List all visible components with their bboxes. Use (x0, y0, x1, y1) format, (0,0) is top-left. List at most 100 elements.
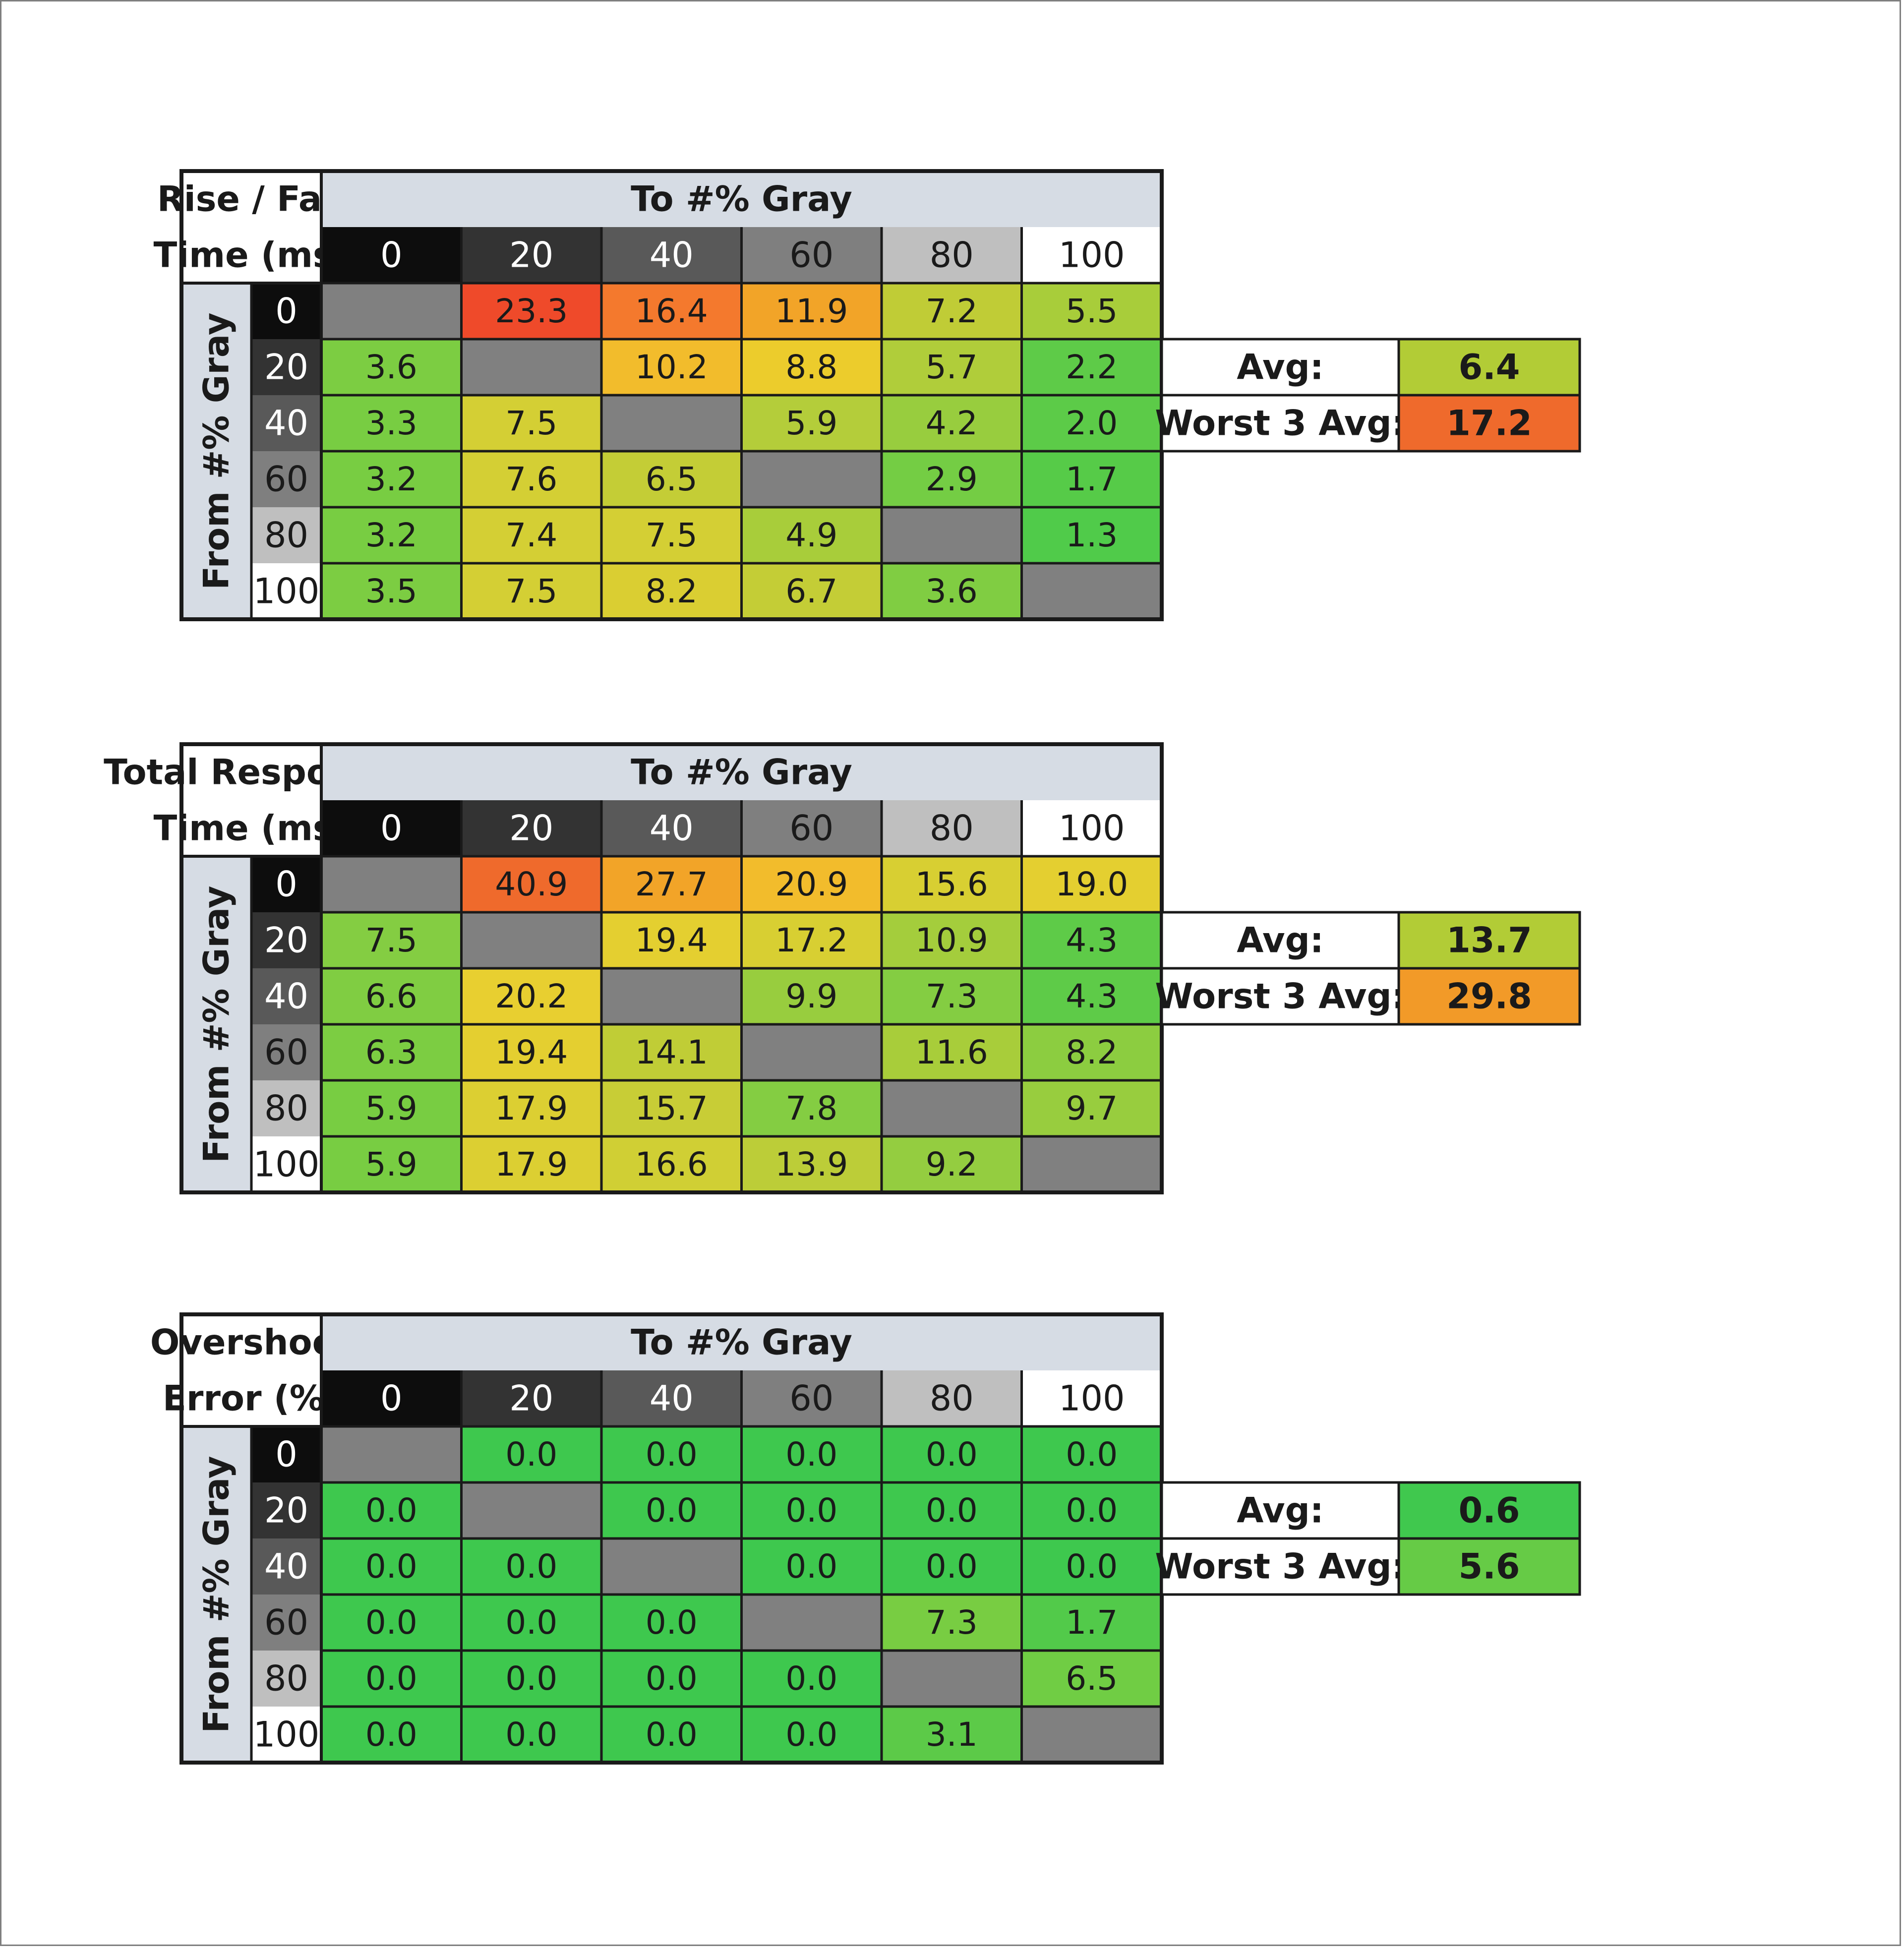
heatmap-cell-value: 3.6 (365, 348, 417, 386)
summary-label: Avg: (1237, 347, 1323, 388)
heatmap-cell (882, 1136, 1022, 1192)
heatmap-cell-value: 0.0 (646, 1435, 698, 1474)
heatmap-cell (1021, 1651, 1162, 1707)
heatmap-cell (882, 1426, 1022, 1482)
summary-label: Avg: (1237, 1490, 1323, 1531)
row-header-label: 0 (275, 1434, 298, 1475)
summary-value: 0.6 (1458, 1490, 1520, 1531)
heatmap-cell (461, 395, 601, 451)
column-header-label: 0 (380, 235, 403, 276)
heatmap-cell-value: 6.5 (646, 460, 698, 498)
heatmap-cell (461, 856, 601, 912)
heatmap-cell-value: 27.7 (635, 865, 708, 903)
heatmap-cell (1021, 1595, 1162, 1651)
row-header-cell (251, 1595, 321, 1651)
heatmap-cell-value: 0.0 (505, 1435, 557, 1474)
heatmap-cell-value: 17.9 (495, 1145, 568, 1183)
heatmap-cell-value: 7.3 (926, 977, 978, 1015)
summary-label: Worst 3 Avg: (1155, 1546, 1405, 1587)
heatmap-cell-value: 16.4 (635, 292, 708, 330)
summary-label-cell (1162, 339, 1399, 395)
heatmap-cell-value: 4.9 (785, 516, 837, 554)
row-header-label: 40 (264, 976, 308, 1017)
summary-label: Worst 3 Avg: (1155, 403, 1405, 444)
table-title-line: Time (ms) (153, 235, 349, 276)
heatmap-cell (1021, 1482, 1162, 1538)
heatmap-cell (1021, 395, 1162, 451)
row-header-label: 80 (264, 515, 308, 556)
row-header-label: 100 (253, 1714, 320, 1755)
heatmap-cell (1021, 339, 1162, 395)
heatmap-cell (882, 339, 1022, 395)
column-header-cell (882, 1370, 1022, 1426)
heatmap-cell (1021, 1707, 1162, 1763)
heatmap-cell-value: 1.3 (1066, 516, 1118, 554)
heatmap-cell-value: 7.5 (646, 516, 698, 554)
heatmap-cell (601, 1080, 742, 1136)
row-header-cell (251, 451, 321, 507)
heatmap-cell-value: 9.9 (785, 977, 837, 1015)
row-header-cell (251, 1426, 321, 1482)
overshoot-table: Overshoot Error (%) To #% Gray 0 20 40 60 80 100… (150, 1312, 1581, 1765)
heatmap-cell-value: 5.9 (785, 404, 837, 442)
heatmap-cell-value: 2.0 (1066, 404, 1118, 442)
heatmap-cell (461, 563, 601, 619)
heatmap-cell-value: 0.0 (926, 1491, 978, 1530)
heatmap-cell (321, 395, 462, 451)
heatmap-cell-value: 5.7 (926, 348, 978, 386)
heatmap-cell (321, 1080, 462, 1136)
column-header-label: 40 (650, 1378, 694, 1419)
row-header-cell (251, 395, 321, 451)
summary-value: 6.4 (1458, 347, 1520, 388)
heatmap-cell (601, 968, 742, 1024)
column-header-cell (461, 800, 601, 856)
heatmap-cell (1021, 1426, 1162, 1482)
heatmap-cell-value: 0.0 (646, 1715, 698, 1754)
heatmap-cell (321, 507, 462, 563)
column-axis-label: To #% Gray (631, 752, 852, 793)
heatmap-cell (321, 1595, 462, 1651)
row-header-label: 80 (264, 1088, 308, 1129)
heatmap-cell-value: 5.9 (365, 1089, 417, 1127)
heatmap-cell-value: 4.3 (1066, 921, 1118, 959)
summary-value: 5.6 (1458, 1546, 1520, 1587)
heatmap-cell-value: 4.2 (926, 404, 978, 442)
heatmap-cell (882, 395, 1022, 451)
heatmap-cell-value: 15.6 (915, 865, 988, 903)
heatmap-cell-value: 8.2 (1066, 1033, 1118, 1071)
column-header-label: 0 (380, 808, 403, 849)
heatmap-cell-value: 0.0 (926, 1547, 978, 1586)
column-header-label: 80 (930, 1378, 974, 1419)
summary-value-cell (1399, 968, 1580, 1024)
heatmap-cell-value: 4.3 (1066, 977, 1118, 1015)
heatmap-cell-value: 0.0 (1066, 1435, 1118, 1474)
column-axis-band (321, 744, 1162, 800)
heatmap-cell (461, 1080, 601, 1136)
heatmap-cell (741, 283, 882, 339)
row-header-label: 20 (264, 1490, 308, 1531)
heatmap-cell (461, 1482, 601, 1538)
summary-value-cell (1399, 395, 1580, 451)
heatmap-cell (461, 1024, 601, 1080)
column-header-cell (741, 227, 882, 283)
heatmap-cell-value: 15.7 (635, 1089, 708, 1127)
heatmap-cell (461, 1136, 601, 1192)
summary-label: Avg: (1237, 920, 1323, 961)
row-header-cell (251, 912, 321, 968)
heatmap-cell (1021, 283, 1162, 339)
row-axis-label: From #% Gray (196, 1456, 237, 1733)
column-header-label: 100 (1059, 235, 1125, 276)
heatmap-cell (321, 563, 462, 619)
heatmap-cell (461, 1538, 601, 1595)
heatmap-cell (1021, 451, 1162, 507)
heatmap-cell-value: 7.5 (365, 921, 417, 959)
heatmap-cell (741, 395, 882, 451)
heatmap-cell-value: 1.7 (1066, 1603, 1118, 1642)
heatmap-cell (321, 283, 462, 339)
heatmap-cell-value: 0.0 (785, 1435, 837, 1474)
row-header-label: 0 (275, 291, 298, 332)
heatmap-cell-value: 40.9 (495, 865, 568, 903)
heatmap-cell-value: 7.8 (785, 1089, 837, 1127)
heatmap-cell (601, 1595, 742, 1651)
